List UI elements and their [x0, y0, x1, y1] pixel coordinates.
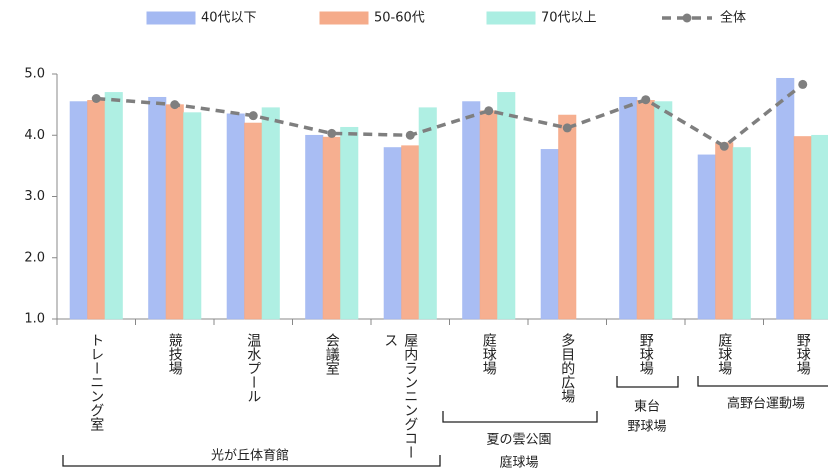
- y-tick-label: 2.0: [24, 250, 45, 265]
- bar: [697, 154, 716, 320]
- bar: [226, 113, 245, 320]
- bar: [654, 101, 673, 320]
- line-series: [96, 83, 804, 149]
- bracket: [697, 376, 828, 387]
- bar: [183, 112, 202, 320]
- bar: [244, 122, 263, 320]
- legend-swatch: [682, 13, 692, 23]
- bar: [87, 100, 106, 320]
- bar: [479, 110, 498, 320]
- line-point: [484, 106, 494, 116]
- y-tick-label: 5.0: [24, 67, 45, 82]
- bracket: [616, 376, 679, 388]
- line-point: [170, 100, 180, 110]
- x-tick-label: 多目的広場: [559, 332, 575, 403]
- bar: [558, 114, 577, 320]
- legend-swatch: [146, 11, 196, 25]
- bar: [636, 100, 655, 320]
- x-tick-label: 屋内ランニングコース: [382, 333, 418, 459]
- line-point: [719, 141, 729, 151]
- bracket: [442, 411, 598, 423]
- line-point: [641, 95, 651, 105]
- x-tick-label: 野球場: [638, 333, 654, 375]
- y-tick-label: 1.0: [24, 312, 45, 327]
- bar: [811, 134, 828, 320]
- bar: [462, 101, 481, 320]
- bar: [165, 104, 184, 320]
- bar: [340, 126, 359, 320]
- group-brackets: [62, 376, 828, 467]
- group-label: 光が丘体育館: [211, 448, 289, 464]
- group-label: 夏の雲公園: [486, 433, 551, 448]
- group-label: 高野台運動場: [727, 396, 805, 412]
- bar: [322, 136, 341, 320]
- legend-label: 全体: [720, 10, 746, 26]
- legend-label: 50-60代: [374, 11, 425, 26]
- line-point: [327, 128, 337, 138]
- line-point: [562, 123, 572, 133]
- bar: [383, 147, 402, 320]
- bar: [497, 92, 516, 320]
- x-tick-label: 競技場: [167, 333, 183, 375]
- y-tick-label: 3.0: [24, 189, 45, 204]
- bracket: [62, 455, 441, 467]
- line-point: [405, 130, 415, 140]
- legend-label: 70代以上: [541, 11, 597, 26]
- y-tick-label: 4.0: [24, 128, 45, 143]
- line-point: [798, 79, 808, 89]
- bar: [401, 145, 420, 320]
- bar: [261, 107, 280, 320]
- group-label: 東台: [634, 399, 660, 415]
- bar: [104, 92, 123, 320]
- legend-swatch: [319, 11, 369, 25]
- bar: [540, 149, 559, 320]
- bar: [418, 107, 437, 320]
- bar: [148, 96, 167, 320]
- bar: [793, 136, 812, 320]
- bar: [715, 142, 734, 320]
- line-point: [248, 111, 258, 121]
- group-label: 庭球場: [499, 455, 538, 471]
- bar: [776, 77, 795, 320]
- x-tick-label: トレーニング室: [88, 333, 104, 431]
- x-tick-label: 野球場: [795, 333, 811, 375]
- legend-swatch: [486, 11, 536, 25]
- x-tick-label: 温水プール: [245, 333, 261, 403]
- bar: [69, 101, 88, 320]
- bar: [619, 96, 638, 320]
- x-tick-label: 会議室: [324, 333, 340, 375]
- bar: [305, 134, 324, 320]
- bar: [732, 147, 751, 320]
- group-label: 野球場: [627, 420, 666, 435]
- x-tick-label: 庭球場: [481, 332, 497, 375]
- legend-label: 40代以下: [201, 11, 257, 26]
- x-tick-label: 庭球場: [716, 332, 732, 375]
- line-point: [91, 94, 101, 103]
